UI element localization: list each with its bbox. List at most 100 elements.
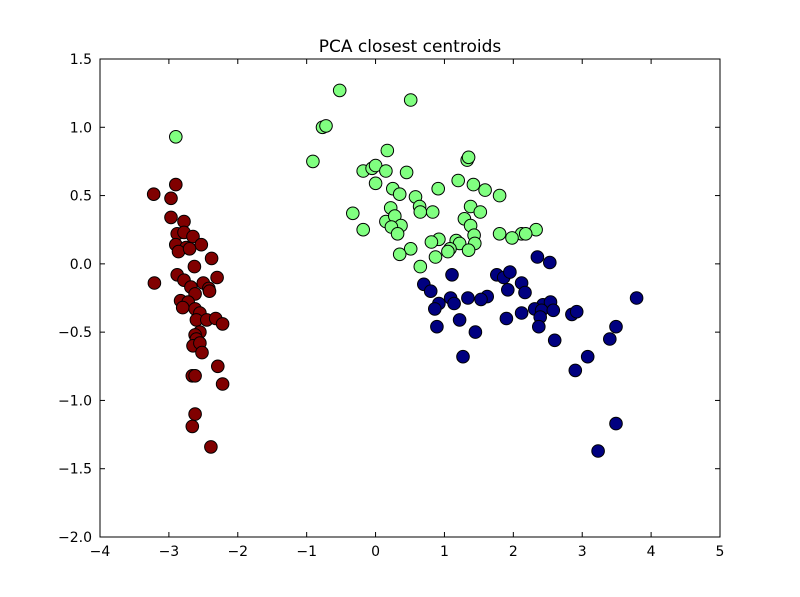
y-tick-label: −1.5	[58, 462, 92, 478]
x-tick-label: 0	[371, 544, 380, 560]
data-point	[609, 416, 623, 431]
data-point	[215, 317, 230, 331]
y-tick-labels: −2.0 −1.5 −1.0 −0.5 0.0 0.5 1.0 1.5	[58, 52, 92, 546]
data-point	[425, 205, 440, 219]
data-point	[147, 276, 162, 290]
data-point	[403, 242, 418, 256]
data-point	[368, 176, 383, 191]
y-tick-label: −0.5	[58, 325, 92, 341]
data-point	[629, 291, 644, 305]
data-point	[478, 183, 492, 197]
data-point	[430, 319, 444, 334]
data-point	[505, 231, 519, 245]
data-point	[445, 268, 459, 282]
data-point	[518, 227, 533, 241]
data-point	[466, 177, 481, 192]
data-point	[492, 188, 507, 203]
data-point	[390, 227, 405, 241]
x-tick-label: 4	[647, 544, 656, 560]
data-point	[356, 222, 371, 237]
data-point	[171, 244, 186, 259]
points-layer	[146, 83, 644, 458]
data-point	[518, 285, 532, 300]
data-point	[569, 304, 584, 319]
data-point	[461, 291, 475, 305]
data-point	[332, 83, 347, 98]
data-point	[380, 143, 395, 158]
data-point	[164, 191, 178, 206]
data-point	[609, 319, 623, 334]
data-point	[532, 319, 546, 334]
data-point	[346, 206, 360, 221]
axes-background	[100, 59, 720, 537]
data-point	[187, 259, 202, 274]
data-point	[164, 210, 178, 225]
y-tick-label: 0.0	[70, 257, 92, 273]
data-point	[591, 444, 605, 458]
data-point	[392, 187, 407, 201]
data-point	[169, 130, 183, 144]
data-point	[474, 292, 488, 307]
data-point	[392, 247, 407, 262]
data-point	[399, 165, 414, 180]
data-point	[468, 325, 483, 339]
y-tick-label: −1.0	[58, 393, 92, 409]
data-point	[204, 440, 218, 454]
data-point	[188, 407, 202, 421]
x-tick-label: −2	[227, 544, 248, 560]
data-point	[452, 313, 467, 327]
data-point	[543, 255, 557, 270]
x-tick-label: 2	[509, 544, 518, 560]
data-point	[603, 332, 617, 346]
data-point	[492, 227, 507, 241]
x-tick-label: 3	[578, 544, 587, 560]
data-point	[368, 158, 383, 173]
data-point	[530, 250, 545, 264]
plot-area	[99, 58, 721, 538]
data-point	[503, 265, 517, 279]
data-point	[195, 345, 209, 360]
data-point	[188, 369, 202, 383]
data-point	[441, 244, 455, 259]
x-tick-label: 1	[440, 544, 449, 560]
data-point	[451, 173, 466, 188]
data-point	[204, 251, 219, 266]
data-point	[403, 93, 418, 107]
x-tick-label: −3	[159, 544, 180, 560]
x-tick-label: −4	[90, 544, 111, 560]
data-point	[547, 333, 562, 348]
data-point	[447, 296, 461, 311]
data-point	[175, 300, 190, 315]
y-tick-label: −2.0	[58, 530, 92, 546]
y-tick-label: 0.5	[70, 189, 92, 205]
data-point	[431, 181, 446, 196]
data-point	[202, 284, 217, 299]
data-point	[182, 242, 197, 256]
chart-title: PCA closest centroids	[319, 37, 502, 57]
data-point	[501, 283, 515, 297]
data-point	[319, 119, 333, 133]
x-tick-label: 5	[716, 544, 725, 560]
data-point	[379, 164, 393, 178]
data-point	[514, 306, 529, 320]
data-point	[185, 419, 200, 434]
data-point	[456, 349, 470, 364]
data-point	[499, 311, 514, 326]
data-point	[211, 359, 225, 374]
x-tick-labels: −4 −3 −2 −1 0 1 2 3 4 5	[90, 544, 725, 560]
data-point	[423, 284, 438, 299]
data-point	[428, 302, 442, 316]
data-point	[580, 349, 595, 364]
data-point	[424, 235, 439, 249]
y-tick-label: 1.5	[70, 52, 92, 68]
data-point	[194, 237, 209, 252]
data-point	[413, 259, 428, 274]
data-point	[306, 154, 320, 169]
x-tick-label: −1	[296, 544, 317, 560]
data-point	[413, 205, 428, 219]
data-point	[546, 303, 561, 318]
data-point	[568, 363, 583, 378]
data-point	[461, 150, 476, 165]
data-point	[215, 377, 230, 391]
